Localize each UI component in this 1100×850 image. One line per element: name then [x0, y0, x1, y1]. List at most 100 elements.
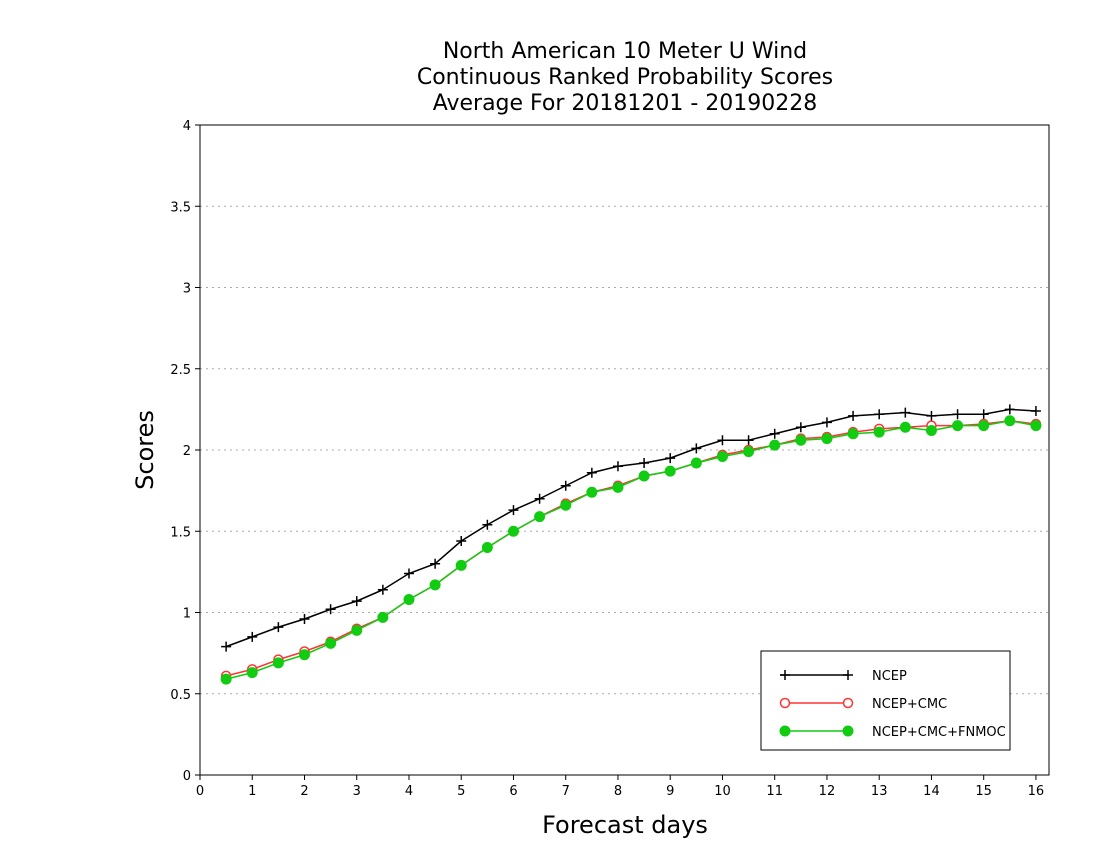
x-tick-label: 10: [714, 784, 731, 799]
gridlines: [200, 124, 1049, 695]
legend-marker: [779, 697, 791, 709]
data-point: [874, 409, 885, 420]
data-point: [430, 558, 441, 569]
data-point: [507, 525, 519, 537]
series-ncep-cmc: [220, 415, 1042, 682]
legend-label: NCEP: [872, 669, 907, 684]
data-point: [221, 641, 232, 652]
data-point: [220, 673, 232, 685]
data-point: [795, 434, 807, 446]
data-point: [899, 421, 911, 433]
data-point: [769, 439, 781, 451]
data-point: [403, 594, 415, 605]
data-point: [560, 499, 572, 511]
x-tick-label: 5: [457, 784, 465, 799]
x-tick-label: 15: [975, 784, 992, 799]
data-point: [717, 435, 728, 446]
data-point: [900, 407, 911, 418]
y-tick-label: 4: [183, 119, 191, 134]
data-point: [325, 637, 337, 649]
data-point: [716, 451, 728, 462]
y-tick-label: 3: [183, 282, 191, 297]
data-point: [246, 667, 258, 679]
x-tick-label: 3: [353, 784, 361, 799]
series-ncep: [221, 404, 1041, 652]
data-point: [639, 458, 650, 468]
data-point: [534, 493, 545, 504]
data-point: [1030, 420, 1042, 432]
x-tick-label: 6: [509, 784, 517, 799]
x-tick-label: 8: [614, 784, 622, 799]
x-tick-label: 14: [923, 784, 940, 799]
title-line: Continuous Ranked Probability Scores: [417, 65, 833, 90]
data-point: [821, 417, 832, 428]
data-point: [978, 420, 990, 432]
data-point: [247, 631, 258, 642]
data-point: [560, 480, 571, 491]
y-tick-label: 1: [183, 607, 191, 622]
data-point: [848, 410, 859, 421]
data-point: [665, 453, 676, 464]
data-point: [1004, 415, 1016, 427]
legend-marker: [842, 725, 854, 737]
data-point: [873, 426, 885, 438]
data-point: [925, 425, 937, 436]
data-point: [926, 410, 937, 421]
data-point: [952, 409, 963, 420]
data-point: [508, 505, 519, 516]
legend-box: [760, 650, 1011, 751]
y-tick-label: 0: [183, 769, 191, 784]
data-point: [298, 649, 310, 661]
data-point: [351, 596, 362, 607]
data-point: [534, 511, 546, 523]
x-tick-label: 2: [300, 784, 308, 799]
data-point: [952, 420, 964, 432]
legend-entry: NCEP+CMC+FNMOC: [779, 725, 1006, 740]
data-point: [821, 433, 833, 445]
data-point: [612, 461, 623, 472]
data-point: [978, 409, 989, 420]
x-tick-label: 13: [871, 784, 888, 799]
y-tick-label: 1.5: [170, 525, 191, 540]
data-point: [612, 481, 624, 493]
data-point: [481, 542, 493, 553]
y-tick-label: 3.5: [170, 200, 191, 215]
data-point: [743, 446, 755, 458]
y-tick-label: 2: [183, 444, 191, 459]
title-line: North American 10 Meter U Wind: [443, 39, 807, 64]
x-tick-label: 0: [196, 784, 204, 799]
legend-marker: [842, 697, 854, 709]
data-point: [638, 470, 650, 482]
y-axis-label: Scores: [131, 410, 159, 490]
data-point: [299, 614, 310, 624]
legend-label: NCEP+CMC+FNMOC: [872, 725, 1006, 740]
data-point: [429, 579, 441, 591]
y-tick-label: 2.5: [170, 363, 191, 378]
data-point: [586, 486, 598, 498]
data-point: [272, 657, 284, 669]
x-tick-label: 7: [562, 784, 570, 799]
data-point: [1004, 404, 1015, 415]
chart-title: North American 10 Meter U WindContinuous…: [417, 39, 833, 116]
data-point: [690, 457, 702, 469]
x-axis-label: Forecast days: [542, 811, 708, 839]
data-point: [586, 467, 597, 478]
data-point: [325, 604, 336, 615]
legend-marker: [843, 670, 853, 680]
data-point: [456, 536, 467, 546]
data-point: [743, 435, 754, 446]
series-container: [220, 404, 1042, 685]
series-line: [225, 408, 1036, 648]
x-tick-label: 11: [766, 784, 783, 799]
legend-entry: NCEP+CMC: [779, 697, 947, 712]
data-point: [1030, 406, 1041, 416]
data-point: [482, 519, 493, 530]
legend-label: NCEP+CMC: [872, 697, 947, 712]
x-tick-label: 9: [666, 784, 674, 799]
data-point: [691, 443, 702, 454]
x-tick-label: 4: [405, 784, 413, 799]
y-tick-label: 0.5: [170, 688, 191, 703]
legend-entry: NCEP: [780, 669, 907, 684]
y-axis: 0 0.5 1 1.5 2 2.5 3 3.5 4: [170, 119, 200, 784]
